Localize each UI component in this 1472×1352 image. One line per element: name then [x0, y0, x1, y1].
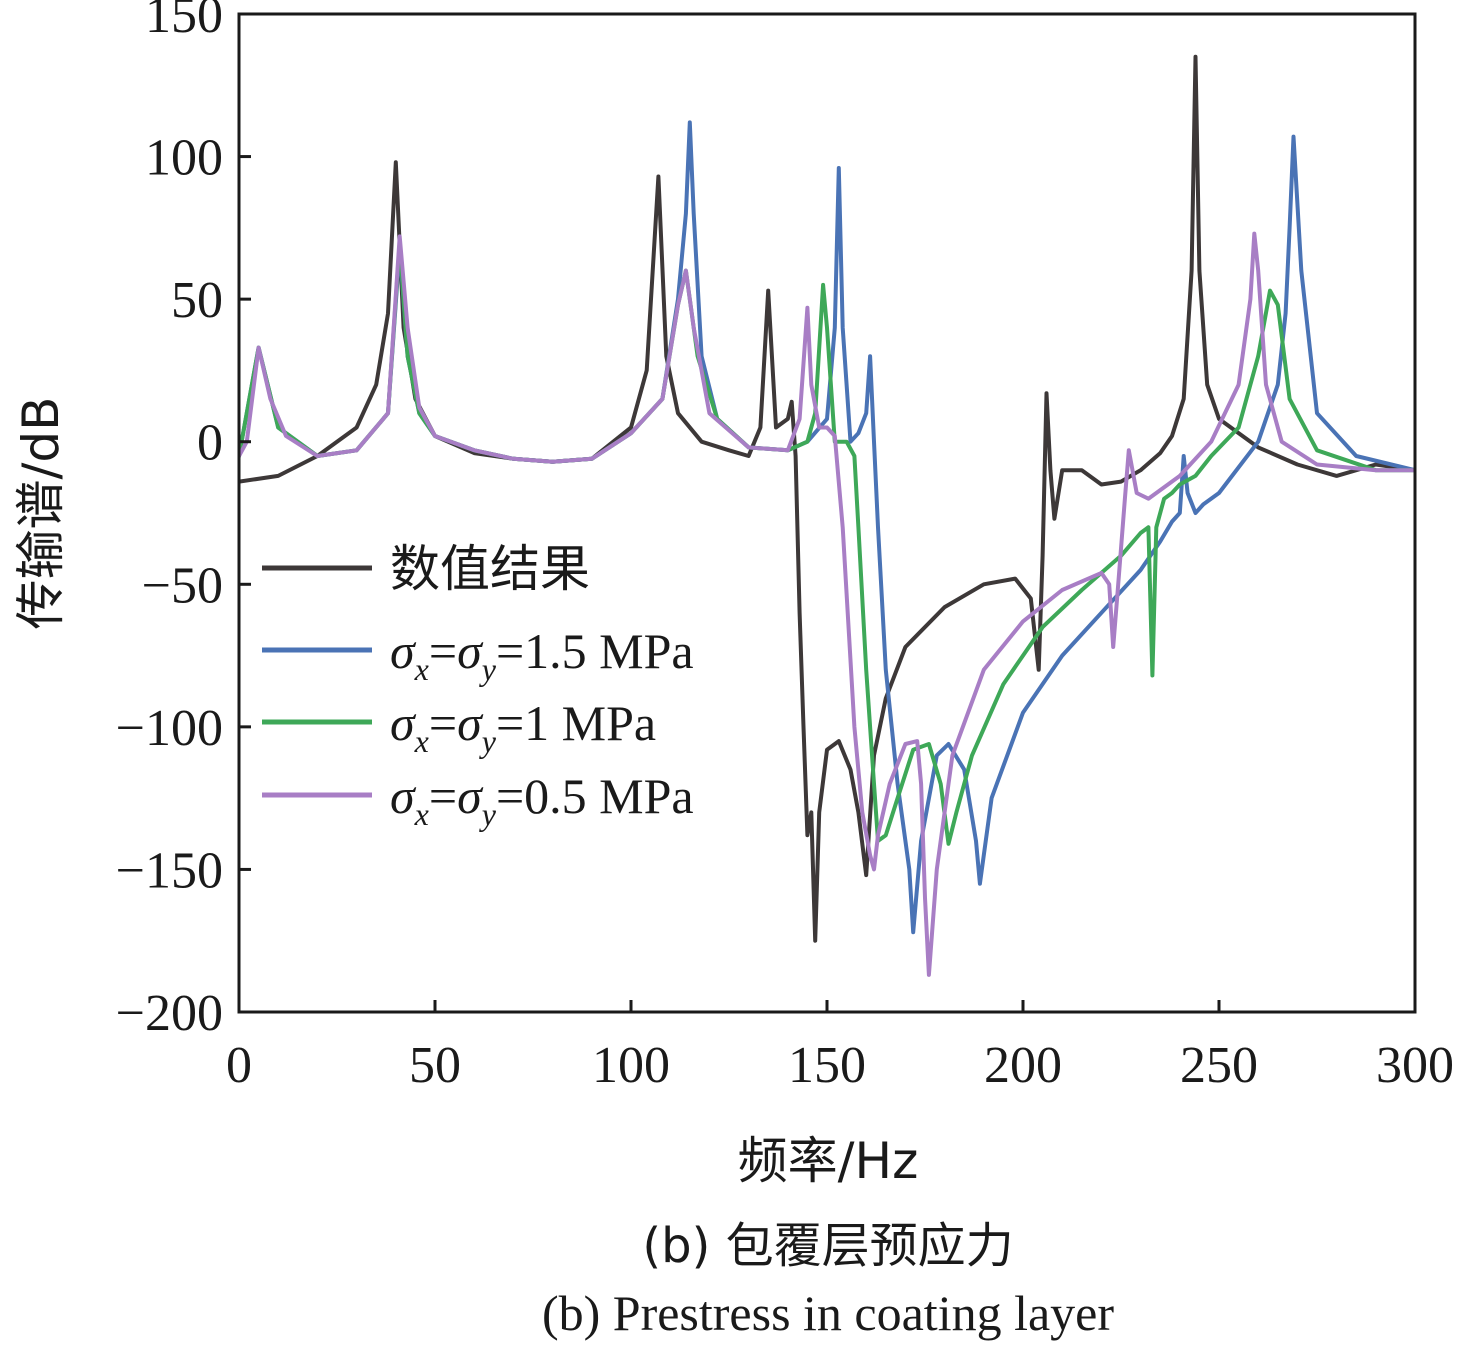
ticks-layer: 0 50 100 150 200 250 300 150 100 50 0 −50 −100 −150 −2… — [116, 0, 1454, 1094]
x-tick-label: 100 — [592, 1037, 670, 1094]
series-line-4 — [239, 231, 1415, 977]
x-tick-label: 0 — [226, 1037, 252, 1094]
x-tick-label: 50 — [409, 1037, 461, 1094]
caption-english: (b) Prestress in coating layer — [542, 1285, 1114, 1341]
legend-label-3: σx=σy=1 MPa — [390, 695, 656, 759]
series-layer — [239, 54, 1415, 977]
legend: 数值结果 σx=σy=1.5 MPa σx=σy=1 MPa σx=σy=0.5 MP… — [262, 540, 694, 832]
plot-frame — [237, 12, 1417, 1014]
y-tick-label: −100 — [116, 700, 223, 757]
y-axis-title: 传输谱/dB — [12, 397, 70, 630]
y-tick-label: 0 — [197, 415, 223, 472]
legend-label-2: σx=σy=1.5 MPa — [390, 623, 694, 687]
caption-chinese: (b) 包覆层预应力 — [642, 1218, 1013, 1274]
x-tick-label: 250 — [1180, 1037, 1258, 1094]
y-tick-label: −200 — [116, 985, 223, 1042]
y-tick-label: −150 — [116, 842, 223, 899]
x-tick-label: 200 — [984, 1037, 1062, 1094]
x-tick-label: 150 — [788, 1037, 866, 1094]
legend-label-1: 数值结果 — [390, 540, 590, 598]
x-axis-title: 频率/Hz — [738, 1132, 919, 1190]
y-tick-label: 50 — [171, 272, 223, 329]
y-tick-label: −50 — [142, 557, 223, 614]
legend-label-4: σx=σy=0.5 MPa — [390, 768, 694, 832]
x-tick-label: 300 — [1376, 1037, 1454, 1094]
y-tick-label: 150 — [145, 0, 223, 44]
y-tick-label: 100 — [145, 130, 223, 187]
